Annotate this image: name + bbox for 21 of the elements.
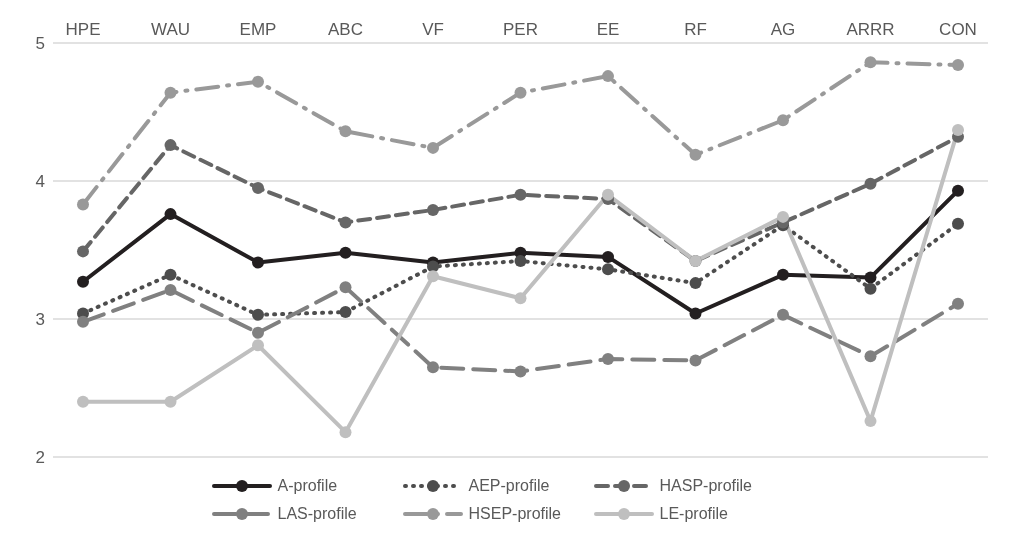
legend-label: LE-profile: [659, 505, 728, 523]
y-tick-label: 3: [35, 310, 45, 330]
x-tick-label: VF: [422, 20, 444, 39]
legend-label: AEP-profile: [468, 477, 550, 495]
y-tick-label: 2: [35, 448, 45, 468]
x-tick-label: EMP: [239, 20, 277, 39]
legend-label: HSEP-profile: [468, 505, 561, 523]
x-tick-label: PER: [503, 20, 538, 39]
x-tick-label: RF: [684, 20, 707, 39]
x-tick-label: AG: [770, 20, 796, 39]
x-tick-label: EE: [596, 20, 620, 39]
y-tick-label: 4: [35, 172, 45, 192]
x-tick-label: HPE: [65, 20, 101, 39]
x-tick-label: ABC: [328, 20, 363, 39]
legend-label: LAS-profile: [277, 505, 357, 523]
x-tick-label: ARRR: [846, 20, 895, 39]
x-tick-label: WAU: [150, 20, 191, 39]
legend-label: HASP-profile: [659, 477, 752, 495]
x-tick-label: CON: [939, 20, 977, 39]
y-tick-label: 5: [35, 34, 45, 54]
legend-label: A-profile: [277, 477, 338, 495]
